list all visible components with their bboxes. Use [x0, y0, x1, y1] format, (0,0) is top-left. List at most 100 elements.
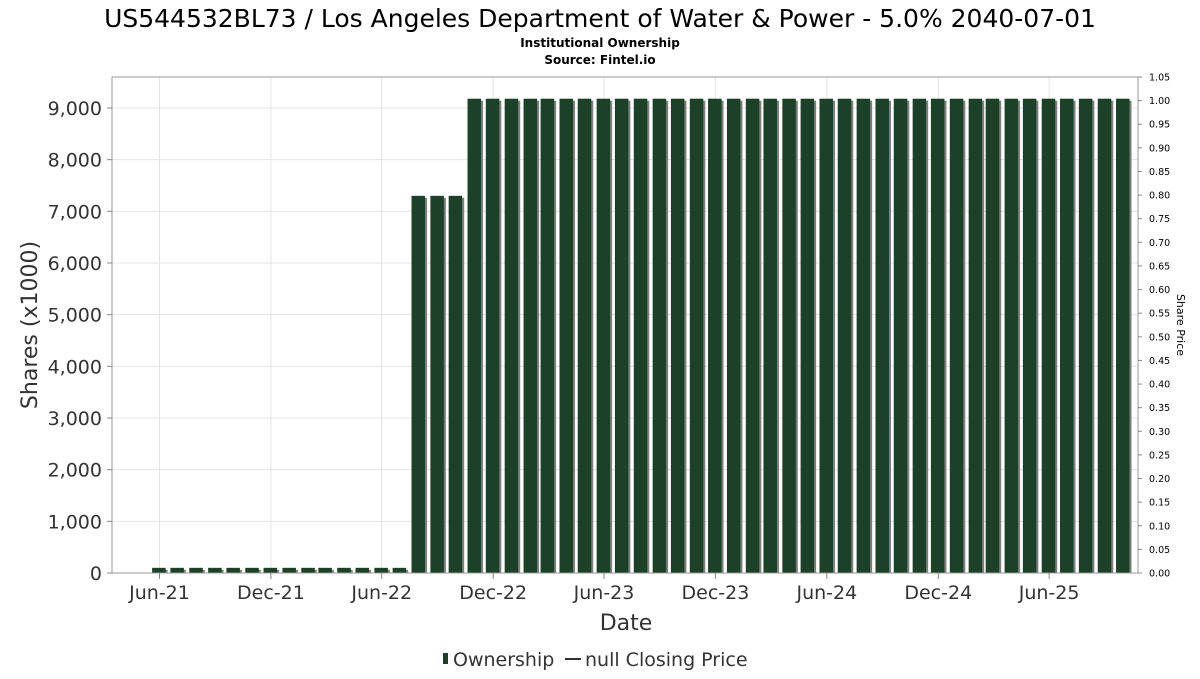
y2-tick-label: 0.25 — [1149, 450, 1170, 461]
bars — [152, 98, 1132, 574]
y2-tick-label: 0.20 — [1149, 474, 1170, 485]
ownership-bar — [392, 567, 407, 573]
ownership-bar — [263, 567, 278, 573]
ownership-bar — [708, 98, 722, 573]
ownership-bar — [282, 567, 296, 573]
ownership-bar — [633, 98, 648, 573]
x-axis: Jun-21 Dec-21 Jun-22 Dec-22 Jun-23 Dec-23 Jun-… — [128, 573, 1079, 604]
ownership-bar — [523, 98, 538, 573]
y-tick-label: 5,000 — [48, 305, 102, 327]
y2-tick-label: 0.95 — [1149, 120, 1170, 131]
y2-axis: 0.00 0.05 0.10 0.15 0.20 0.25 0.30 0.35 0.40 0.45… — [1138, 73, 1170, 580]
ownership-bar — [189, 567, 203, 573]
ownership-bar — [893, 98, 908, 573]
plot-frame — [111, 76, 1139, 574]
ownership-bar — [930, 98, 945, 573]
ownership-bar — [208, 567, 222, 573]
x-tick-label: Dec-24 — [904, 582, 972, 604]
ownership-bar — [374, 567, 388, 573]
y2-axis-label: Share Price — [1174, 294, 1187, 356]
ownership-bar — [245, 567, 259, 573]
y2-tick-label: 0.40 — [1149, 380, 1170, 391]
y-tick-label: 8,000 — [48, 150, 102, 172]
ownership-bar — [1097, 98, 1112, 573]
y2-tick-label: 0.35 — [1149, 403, 1170, 414]
y2-tick-label: 0.55 — [1149, 309, 1170, 320]
ownership-bar — [559, 98, 573, 573]
y2-tick-label: 0.90 — [1149, 143, 1170, 154]
y2-tick-label: 0.75 — [1149, 214, 1170, 225]
y2-tick-label: 0.15 — [1149, 498, 1170, 509]
ownership-bar — [837, 98, 852, 573]
y2-tick-label: 0.85 — [1149, 167, 1170, 178]
ownership-bar — [467, 98, 482, 573]
y2-tick-label: 0.50 — [1149, 332, 1170, 343]
ownership-bar — [652, 98, 667, 573]
y2-tick-label: 0.70 — [1149, 238, 1170, 249]
chart-source: Source: Fintel.io — [544, 53, 655, 67]
ownership-bar — [1078, 98, 1093, 573]
chart-subtitle: Institutional Ownership — [520, 36, 680, 50]
x-tick-label: Dec-22 — [459, 582, 527, 604]
ownership-bar — [968, 98, 983, 573]
ownership-bar — [670, 98, 685, 573]
legend-ownership-label: Ownership — [453, 649, 554, 671]
ownership-bar — [596, 98, 611, 573]
ownership-bar — [152, 567, 166, 573]
x-tick-label: Jun-25 — [1018, 582, 1080, 604]
ownership-bar — [689, 98, 704, 573]
ownership-bar — [819, 98, 834, 573]
x-tick-label: Dec-21 — [237, 582, 305, 604]
ownership-bar — [226, 567, 240, 573]
ownership-bar — [1041, 98, 1056, 573]
ownership-bar — [318, 567, 332, 573]
ownership-bar — [875, 98, 890, 573]
ownership-bar — [912, 98, 927, 573]
y-tick-label: 2,000 — [48, 460, 102, 482]
ownership-bar — [745, 98, 760, 573]
y2-tick-label: 1.00 — [1149, 96, 1170, 107]
ownership-bar — [170, 567, 184, 573]
ownership-bar — [337, 567, 351, 573]
x-tick-label: Dec-23 — [682, 582, 750, 604]
y-tick-label: 4,000 — [48, 356, 102, 378]
ownership-bar — [1022, 98, 1037, 573]
y-tick-label: 1,000 — [48, 511, 102, 533]
x-tick-label: Jun-22 — [350, 582, 412, 604]
ownership-bar — [301, 567, 315, 573]
y-tick-label: 3,000 — [48, 408, 102, 430]
y-tick-label: 7,000 — [48, 201, 102, 223]
ownership-bar — [1059, 98, 1074, 573]
y2-tick-label: 0.65 — [1149, 261, 1170, 272]
y2-tick-label: 0.05 — [1149, 545, 1170, 556]
y-tick-label: 0 — [90, 563, 102, 585]
y2-tick-label: 0.45 — [1149, 356, 1170, 367]
ownership-bar — [540, 98, 555, 573]
ownership-bar — [763, 98, 777, 573]
y2-tick-label: 0.30 — [1149, 427, 1170, 438]
x-tick-label: Jun-24 — [795, 582, 857, 604]
ownership-bar — [949, 98, 964, 573]
ownership-bar — [355, 567, 370, 573]
y-tick-label: 6,000 — [48, 253, 102, 275]
x-tick-label: Jun-21 — [128, 582, 190, 604]
chart-title: US544532BL73 / Los Angeles Department of… — [104, 4, 1096, 33]
ownership-bar — [1116, 98, 1130, 573]
ownership-bar — [577, 98, 592, 573]
legend-ownership-swatch — [443, 653, 448, 664]
y2-tick-label: 0.60 — [1149, 285, 1170, 296]
ownership-bar — [448, 195, 463, 574]
ownership-bar — [430, 195, 444, 574]
ownership-bar — [800, 98, 815, 573]
y-axis-label: Shares (x1000) — [18, 241, 43, 409]
y-axis: 0 1,000 2,000 3,000 4,000 5,000 6,000 7,000 8,00… — [48, 98, 112, 585]
ownership-bar — [782, 98, 796, 573]
ownership-bar — [614, 98, 629, 573]
y2-tick-label: 0.00 — [1149, 569, 1170, 580]
legend-price-label: null Closing Price — [585, 649, 748, 671]
legend: Ownership null Closing Price — [443, 649, 748, 671]
y2-tick-label: 1.05 — [1149, 73, 1170, 84]
ownership-bar — [504, 98, 519, 573]
